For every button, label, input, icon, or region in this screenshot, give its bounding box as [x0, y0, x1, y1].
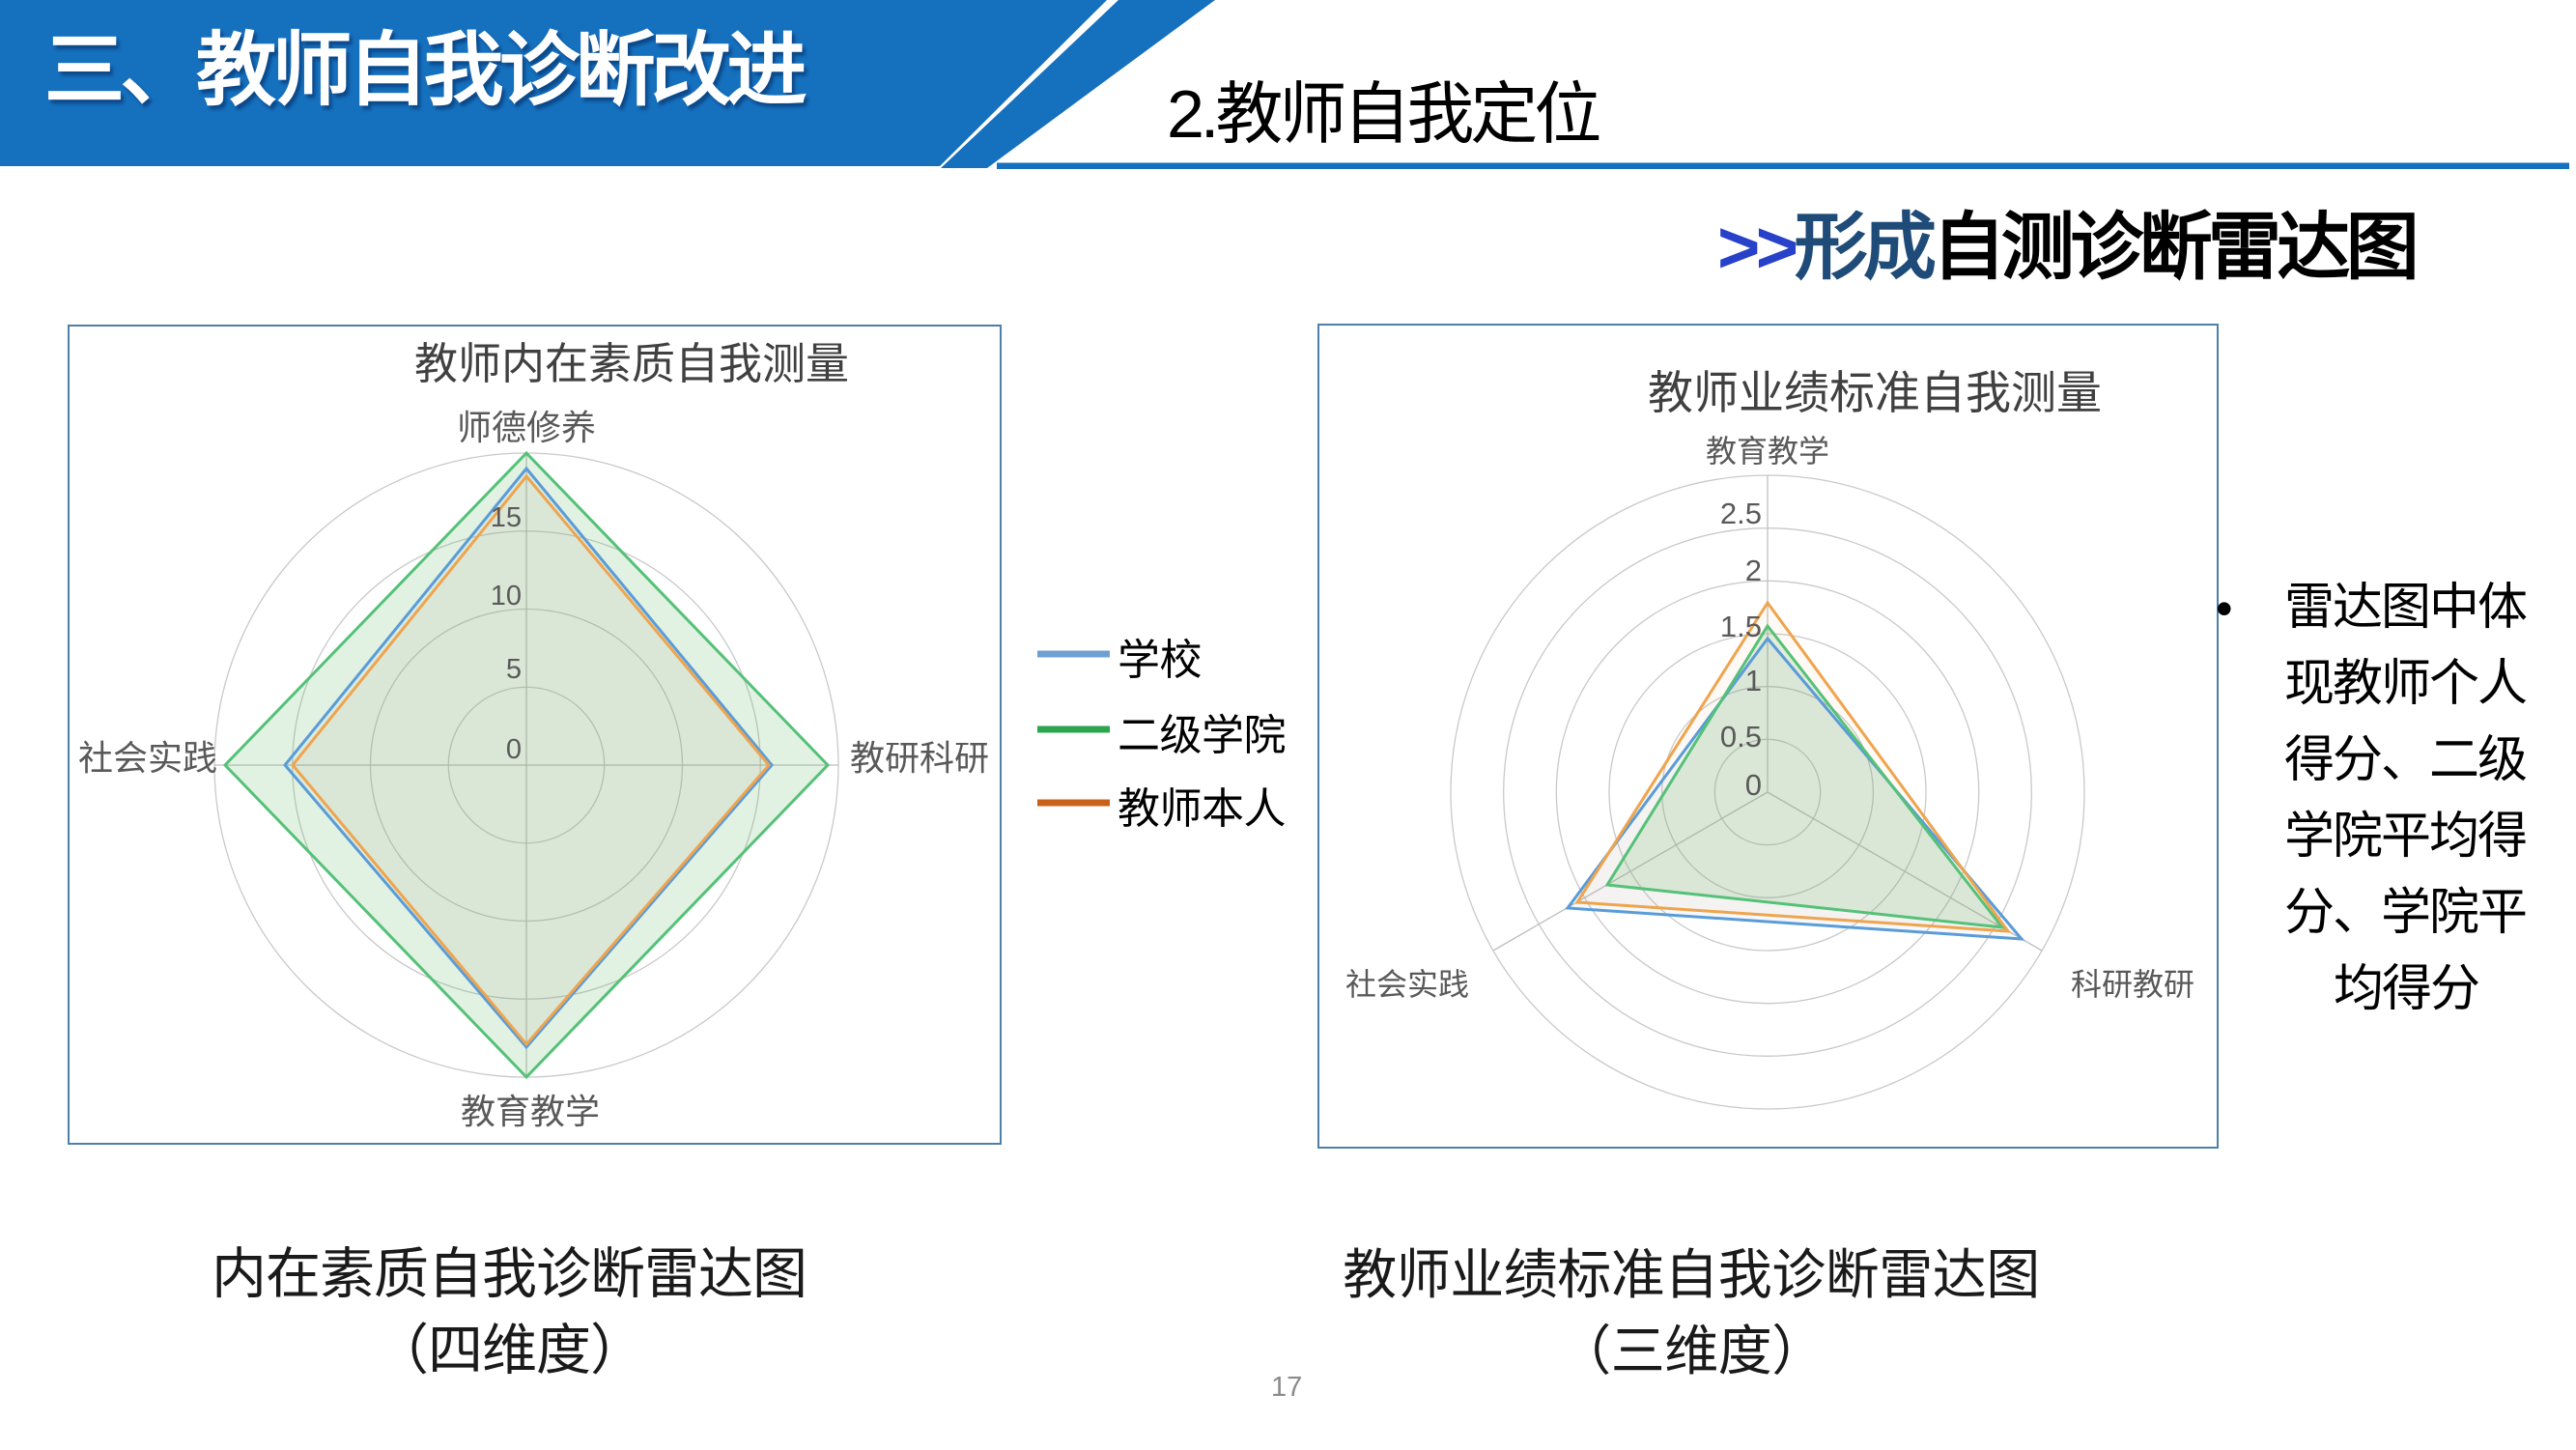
svg-text:1: 1 [1745, 664, 1762, 697]
svg-text:教师业绩标准自我测量: 教师业绩标准自我测量 [1648, 367, 2102, 418]
svg-text:10: 10 [491, 581, 522, 611]
svg-text:2: 2 [1745, 554, 1762, 587]
svg-text:0: 0 [506, 734, 522, 765]
svg-text:学校: 学校 [1118, 637, 1202, 684]
svg-text:教研科研: 教研科研 [850, 738, 989, 778]
svg-text:教育教学: 教育教学 [1706, 434, 1829, 469]
svg-text:0.5: 0.5 [1720, 720, 1762, 753]
svg-text:5: 5 [506, 654, 522, 685]
svg-text:二级学院: 二级学院 [1118, 712, 1286, 759]
svg-text:15: 15 [491, 502, 522, 533]
svg-text:师德修养: 师德修养 [457, 408, 596, 447]
svg-text:社会实践: 社会实践 [1345, 967, 1469, 1002]
svg-text:1.5: 1.5 [1720, 610, 1762, 643]
svg-text:教育教学: 教育教学 [461, 1092, 600, 1131]
svg-text:2.5: 2.5 [1720, 497, 1762, 530]
svg-text:教师本人: 教师本人 [1118, 785, 1286, 833]
svg-text:科研教研: 科研教研 [2071, 967, 2194, 1002]
svg-text:社会实践: 社会实践 [78, 738, 217, 778]
svg-text:0: 0 [1745, 768, 1762, 802]
svg-text:教师内在素质自我测量: 教师内在素质自我测量 [414, 339, 849, 388]
